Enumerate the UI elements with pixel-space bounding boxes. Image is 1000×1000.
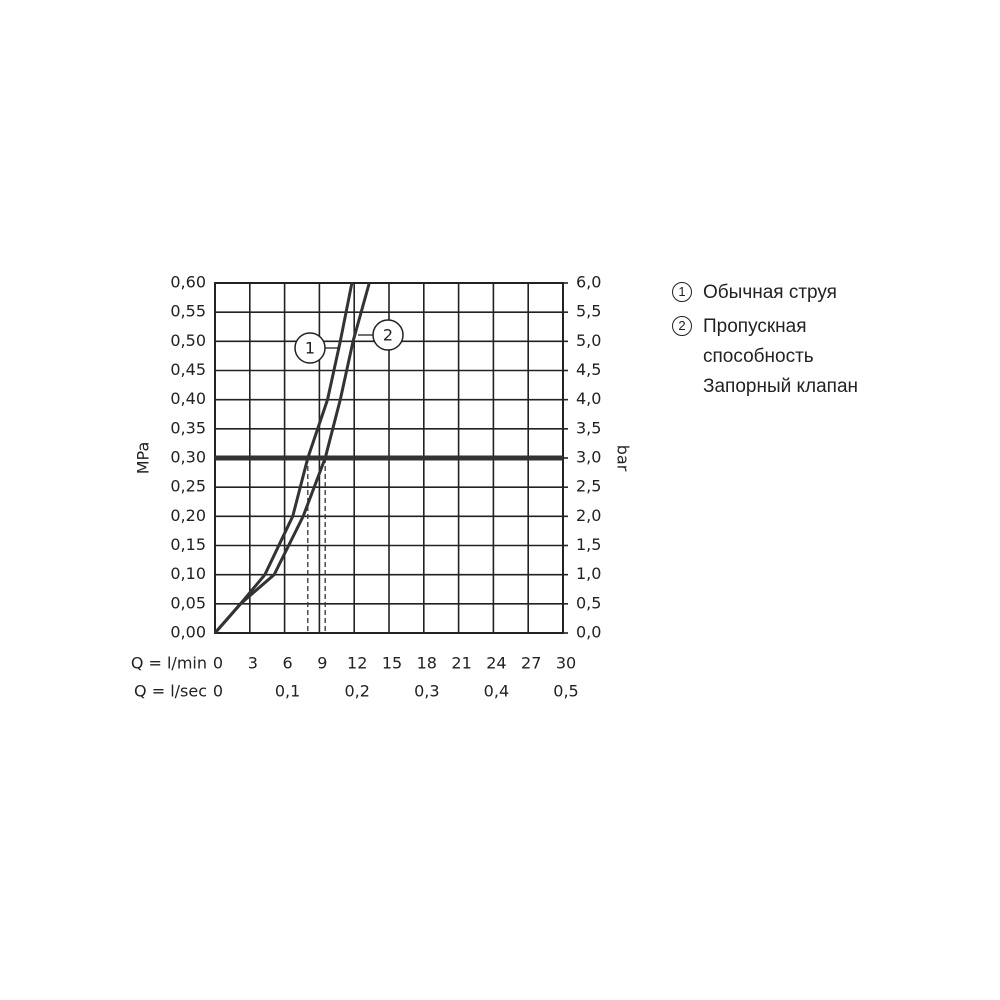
legend-item: 2 Пропускная способность Запорный клапан <box>672 312 868 402</box>
y2-tick-label: 3,5 <box>576 418 601 437</box>
data-line <box>213 282 371 634</box>
x-tick-label: 15 <box>382 654 402 673</box>
y2-tick-label: 1,0 <box>576 564 601 583</box>
x-tick-label: 24 <box>486 654 506 673</box>
legend-marker: 1 <box>672 282 692 302</box>
y2-axis-label: bar <box>614 445 633 472</box>
y2-tick-label: 5,0 <box>576 331 601 350</box>
y-tick-label: 0,35 <box>170 418 206 437</box>
y2-tick-label: 2,0 <box>576 506 601 525</box>
y-tick-label: 0,40 <box>170 389 206 408</box>
x2-tick-label: 0 <box>213 682 223 701</box>
x-tick-label: 21 <box>451 654 471 673</box>
y-tick-label: 0,10 <box>170 564 206 583</box>
legend-marker: 2 <box>672 316 692 336</box>
y2-tick-label: 3,0 <box>576 448 601 467</box>
y2-tick-label: 6,0 <box>576 273 601 292</box>
x2-tick-label: 0,2 <box>344 682 369 701</box>
y-tick-label: 0,55 <box>170 302 206 321</box>
y-tick-label: 0,60 <box>170 273 206 292</box>
y2-tick-label: 0,5 <box>576 593 601 612</box>
callout-circle <box>372 319 404 351</box>
x2-tick-label: 0,4 <box>484 682 509 701</box>
x-tick-label: 30 <box>556 654 576 673</box>
x-tick-label: 9 <box>317 654 327 673</box>
y-tick-label: 0,05 <box>170 593 206 612</box>
y-tick-label: 0,50 <box>170 331 206 350</box>
x-tick-label: 6 <box>283 654 293 673</box>
legend-item: 1 Обычная струя <box>672 278 868 308</box>
x2-axis-label: Q = l/sec <box>134 682 207 701</box>
y2-tick-label: 2,5 <box>576 477 601 496</box>
y-axis-label: MPa <box>134 442 153 475</box>
callout-label: 1 <box>305 339 315 358</box>
x2-tick-label: 0,5 <box>553 682 578 701</box>
y2-tick-label: 0,0 <box>576 623 601 642</box>
y2-tick-label: 1,5 <box>576 535 601 554</box>
callout-label: 2 <box>383 326 393 345</box>
y-tick-label: 0,25 <box>170 477 206 496</box>
x-tick-label: 27 <box>521 654 541 673</box>
y-tick-label: 0,30 <box>170 448 206 467</box>
y-tick-label: 0,20 <box>170 506 206 525</box>
legend-label: Обычная струя <box>703 282 837 303</box>
y-tick-label: 0,15 <box>170 535 206 554</box>
x-axis-label: Q = l/min <box>131 654 207 673</box>
y2-tick-label: 4,5 <box>576 360 601 379</box>
legend-label: Пропускная способность Запорный клапан <box>703 316 859 397</box>
y2-tick-label: 5,5 <box>576 302 601 321</box>
x2-tick-label: 0,1 <box>275 682 300 701</box>
callout-circle <box>294 332 326 364</box>
x-tick-label: 12 <box>347 654 367 673</box>
y-tick-label: 0,00 <box>170 623 206 642</box>
x2-tick-label: 0,3 <box>414 682 439 701</box>
y2-tick-label: 4,0 <box>576 389 601 408</box>
x-tick-label: 18 <box>417 654 437 673</box>
y-tick-label: 0,45 <box>170 360 206 379</box>
x-tick-label: 3 <box>248 654 258 673</box>
x-tick-label: 0 <box>213 654 223 673</box>
